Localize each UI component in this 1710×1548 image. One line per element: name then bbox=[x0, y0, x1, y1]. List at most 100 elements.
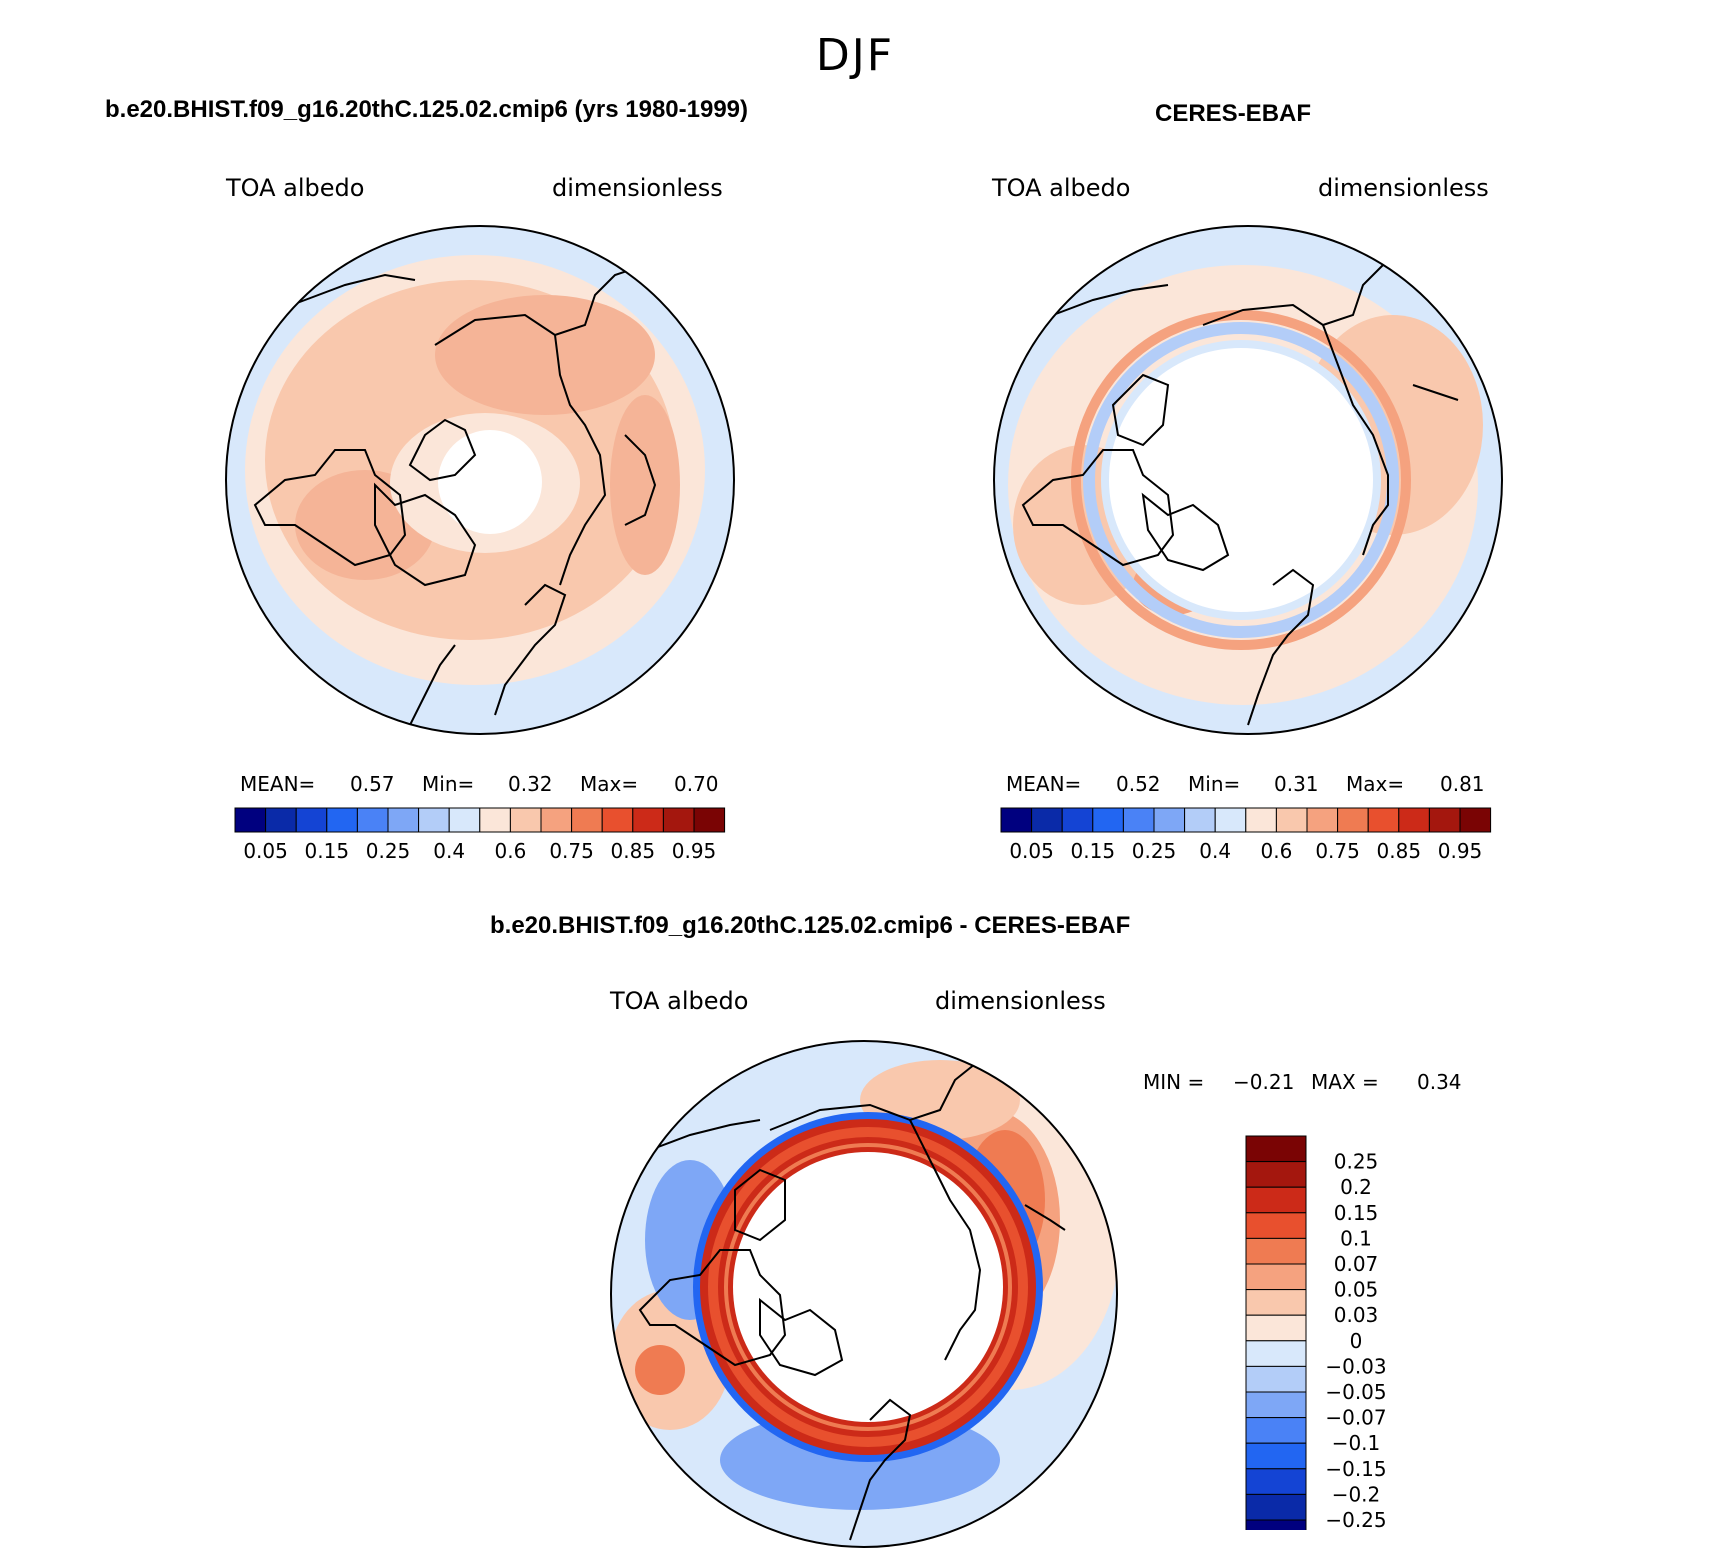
colorbar1-box-1 bbox=[265, 807, 297, 833]
colorbar2-box-6 bbox=[1184, 807, 1216, 833]
colorbar2-box-8 bbox=[1245, 807, 1277, 833]
season-title: DJF bbox=[815, 30, 895, 81]
panel1-variable-label: TOA albedo bbox=[226, 174, 365, 202]
map3-contour-ring-2 bbox=[724, 1143, 1012, 1431]
colorbar1-box-7 bbox=[448, 807, 481, 833]
colorbar3-tick-label-9: −0.05 bbox=[1325, 1380, 1386, 1404]
panel3-max-value: 0.34 bbox=[1417, 1070, 1462, 1094]
colorbar3-box-0 bbox=[1245, 1135, 1307, 1163]
panel2-units-label: dimensionless bbox=[1318, 174, 1489, 202]
panel2-title: CERES-EBAF bbox=[1155, 100, 1312, 127]
colorbar1-box-10 bbox=[540, 807, 573, 833]
colorbar3-box-3 bbox=[1245, 1212, 1307, 1239]
panel3-min-label: MIN = bbox=[1143, 1070, 1205, 1094]
colorbar1: 0.05 0.15 0.25 0.4 0.6 0.75 0.85 0.95 bbox=[234, 807, 726, 863]
map2-contour-ring-2 bbox=[1083, 322, 1399, 638]
panel2-mean-label: MEAN= bbox=[1006, 772, 1082, 796]
panel3-title: b.e20.BHIST.f09_g16.20thC.125.02.cmip6 -… bbox=[490, 912, 1131, 939]
colorbar3-tick-label-11: −0.1 bbox=[1332, 1431, 1381, 1455]
colorbar2-box-7 bbox=[1214, 807, 1247, 833]
colorbar3-tick-label-6: 0.03 bbox=[1334, 1303, 1379, 1327]
colorbar1-tick-label-7: 0.95 bbox=[672, 839, 717, 863]
colorbar3-tick-label-2: 0.15 bbox=[1334, 1201, 1379, 1225]
colorbar3-tick-label-8: −0.03 bbox=[1325, 1354, 1386, 1378]
panel1-mean-value: 0.57 bbox=[350, 772, 395, 796]
colorbar3-box-9 bbox=[1245, 1365, 1307, 1393]
panel2-max-value: 0.81 bbox=[1440, 772, 1485, 796]
map2-contour-ring-1 bbox=[1071, 310, 1411, 650]
panel1-mean-label: MEAN= bbox=[240, 772, 316, 796]
map2-coastlines bbox=[1021, 264, 1459, 726]
colorbar3-box-10 bbox=[1245, 1391, 1307, 1419]
colorbar3-tick-label-1: 0.2 bbox=[1340, 1175, 1372, 1199]
colorbar3-tick-label-4: 0.07 bbox=[1334, 1252, 1379, 1276]
map2-coastline-7 bbox=[1052, 284, 1169, 316]
colorbar2-box-12 bbox=[1367, 807, 1400, 833]
colorbar2-tick-label-5: 0.75 bbox=[1315, 839, 1360, 863]
panel2-min-label: Min= bbox=[1188, 772, 1241, 796]
colorbar2-tick-label-2: 0.25 bbox=[1132, 839, 1177, 863]
panel2-mean-value: 0.52 bbox=[1116, 772, 1161, 796]
colorbar3-box-6 bbox=[1245, 1289, 1307, 1316]
map1-coastline-2 bbox=[408, 418, 477, 482]
map1-field bbox=[226, 226, 734, 734]
map2-coastline-6 bbox=[1247, 568, 1315, 726]
colorbar1-box-6 bbox=[418, 807, 450, 833]
colorbar2-box-14 bbox=[1428, 807, 1461, 833]
colorbar1-tick-label-3: 0.4 bbox=[433, 839, 465, 863]
colorbar2-box-10 bbox=[1306, 807, 1339, 833]
colorbar3-box-5 bbox=[1245, 1263, 1307, 1291]
colorbar1-box-12 bbox=[601, 807, 634, 833]
colorbar1-tick-label-0: 0.05 bbox=[243, 839, 288, 863]
panel1-max-label: Max= bbox=[580, 772, 639, 796]
colorbar3-box-13 bbox=[1245, 1468, 1307, 1495]
map3-coastline-2 bbox=[734, 1168, 786, 1242]
map2-field bbox=[994, 226, 1502, 734]
map1-contour-band-5 bbox=[610, 395, 680, 575]
panel2-max-label: Max= bbox=[1346, 772, 1405, 796]
colorbar2-box-3 bbox=[1092, 807, 1124, 833]
map2-coastline-8 bbox=[1412, 384, 1459, 401]
colorbar1-box-9 bbox=[509, 807, 542, 833]
colorbar1-box-13 bbox=[632, 807, 664, 833]
panel1-min-label: Min= bbox=[422, 772, 475, 796]
colorbar3-tick-label-5: 0.05 bbox=[1334, 1278, 1379, 1302]
colorbar3-box-12 bbox=[1245, 1442, 1307, 1470]
map3-contour-band-6 bbox=[635, 1345, 685, 1395]
colorbar2-box-13 bbox=[1398, 807, 1430, 833]
colorbar1-tick-label-1: 0.15 bbox=[305, 839, 350, 863]
colorbar3-tick-label-0: 0.25 bbox=[1334, 1150, 1379, 1174]
colorbar2-tick-label-1: 0.15 bbox=[1071, 839, 1116, 863]
panel3-variable-label: TOA albedo bbox=[610, 987, 749, 1015]
panel1-units-label: dimensionless bbox=[552, 174, 723, 202]
panel3-units-label: dimensionless bbox=[935, 987, 1106, 1015]
colorbar3-box-7 bbox=[1245, 1314, 1307, 1342]
map2-svg bbox=[993, 225, 1503, 735]
map2-coastline-2 bbox=[1111, 373, 1170, 447]
colorbar1-box-14 bbox=[662, 807, 695, 833]
colorbar3-box-4 bbox=[1245, 1237, 1307, 1265]
map1-contour-band-4 bbox=[435, 295, 655, 415]
panel2-min-value: 0.31 bbox=[1274, 772, 1319, 796]
colorbar2-box-15 bbox=[1459, 807, 1492, 833]
map3-coastline-3 bbox=[759, 1297, 844, 1377]
colorbar2-box-1 bbox=[1031, 807, 1063, 833]
colorbar3: 0.250.20.150.10.070.050.030−0.03−0.05−0.… bbox=[1245, 1135, 1387, 1530]
colorbar2-box-4 bbox=[1122, 807, 1155, 833]
map2-outline bbox=[993, 225, 1503, 735]
colorbar3-tick-label-7: 0 bbox=[1350, 1329, 1363, 1353]
colorbar1-box-4 bbox=[356, 807, 389, 833]
colorbar3-box-14 bbox=[1245, 1493, 1307, 1521]
colorbar2-tick-label-7: 0.95 bbox=[1438, 839, 1483, 863]
colorbar2-tick-label-4: 0.6 bbox=[1260, 839, 1292, 863]
map3-polar-gap bbox=[733, 1152, 1003, 1422]
panel1-title: b.e20.BHIST.f09_g16.20thC.125.02.cmip6 (… bbox=[105, 96, 749, 123]
colorbar1-tick-label-5: 0.75 bbox=[549, 839, 594, 863]
colorbar1-box-8 bbox=[479, 807, 511, 833]
map1-coastline-5 bbox=[554, 334, 607, 586]
map1-coastline-1 bbox=[253, 449, 407, 567]
map3-coastlines bbox=[638, 1059, 1066, 1541]
map3-coastline-6 bbox=[849, 1398, 912, 1541]
map1-polar-gap bbox=[438, 430, 542, 534]
colorbar2-box-9 bbox=[1275, 807, 1308, 833]
